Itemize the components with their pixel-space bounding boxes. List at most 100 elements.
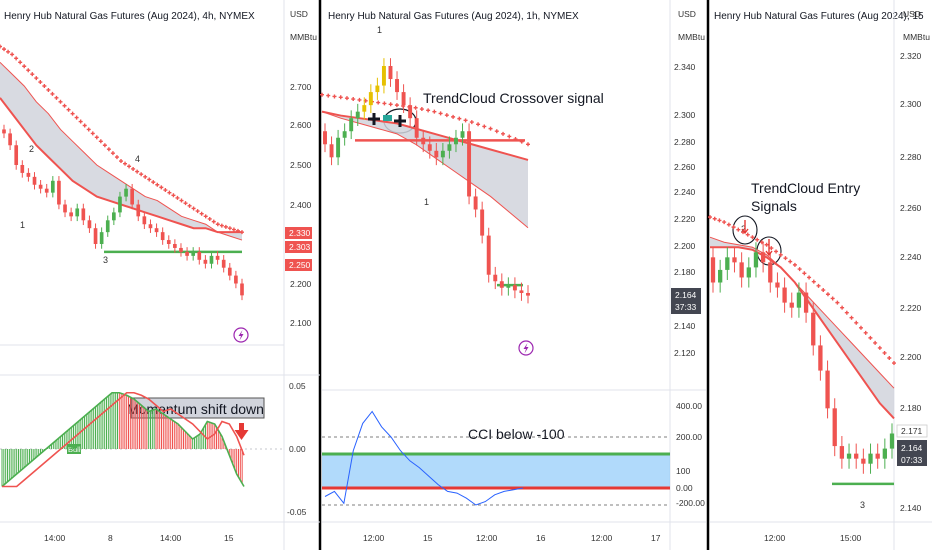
trail-stop-mark (802, 271, 807, 276)
x-tick: 15:00 (840, 533, 862, 543)
unit-label: MMBtu (678, 32, 705, 42)
trail-stop-mark (231, 227, 236, 232)
trail-stop-mark (783, 256, 788, 261)
trail-stop-mark (873, 340, 878, 345)
trail-stop-mark (167, 190, 172, 195)
unit-label: MMBtu (290, 32, 317, 42)
trail-stop-mark (127, 164, 132, 169)
annotation-text: TrendCloud Entry Signals (751, 180, 860, 214)
candle-body (118, 196, 122, 213)
trail-stop-mark (877, 345, 882, 350)
trail-stop-mark (54, 95, 59, 100)
trail-stop-mark (854, 320, 859, 325)
candle-body (746, 267, 751, 278)
candle-body (519, 290, 524, 293)
trail-stop-mark (463, 118, 468, 123)
trail-stop-mark (887, 356, 892, 360)
trail-stop-mark (788, 259, 793, 264)
trail-stop-mark (82, 123, 87, 128)
y-tick: 2.220 (674, 214, 696, 224)
annotation-line: TrendCloud Entry (751, 180, 860, 196)
trail-stop-mark (50, 91, 55, 96)
trail-stop-mark (187, 203, 192, 208)
cloud-slow-line (0, 61, 243, 241)
countdown: 37:33 (675, 302, 697, 312)
trail-stop-mark (199, 211, 204, 216)
x-tick: 12:00 (476, 533, 498, 543)
candle-body (191, 251, 196, 256)
candle-body (130, 188, 134, 205)
y-tick: 2.600 (290, 120, 312, 130)
unit-label: MMBtu (903, 32, 930, 42)
candle-body (875, 453, 880, 459)
candle-body (839, 446, 845, 459)
trail-stop-mark (227, 226, 232, 231)
trail-stop-mark (163, 188, 168, 193)
candle-body (789, 302, 794, 308)
trail-stop-mark (326, 93, 331, 98)
trail-stop-mark (750, 235, 755, 240)
candle-body (124, 188, 128, 197)
candle-body (846, 453, 852, 459)
trail-stop-mark (811, 279, 816, 284)
candle-body (414, 118, 419, 138)
x-tick: 12:00 (591, 533, 613, 543)
x-tick: 12:00 (363, 533, 385, 543)
wave-label: 1 (377, 25, 382, 35)
panel-15m: Henry Hub Natural Gas Futures (Aug 2024)… (714, 9, 930, 543)
trail-stop-mark (98, 139, 103, 144)
lightning-icon[interactable] (233, 327, 249, 343)
trail-stop-mark (191, 206, 196, 211)
x-tick: 14:00 (160, 533, 182, 543)
trail-stop-mark (488, 126, 493, 131)
candle-body (69, 212, 73, 217)
wave-label: 3 (103, 255, 108, 265)
trend-cloud (0, 62, 242, 241)
trail-stop-mark (476, 122, 481, 127)
y-tick: 2.200 (674, 241, 696, 251)
trail-stop-mark (155, 182, 160, 187)
annotation-text: CCI below -100 (468, 426, 565, 442)
annotation-text: TrendCloud Crossover signal (423, 90, 604, 106)
x-tick: 8 (108, 533, 113, 543)
trail-stop-mark (426, 108, 431, 113)
y-tick: 2.280 (900, 152, 922, 162)
candle-body (93, 228, 98, 244)
x-tick: 15 (224, 533, 234, 543)
trail-stop-mark (736, 227, 741, 232)
trail-stop-mark (778, 252, 783, 257)
lightning-icon[interactable] (518, 340, 534, 356)
trail-stop-mark (320, 92, 324, 97)
osc-y-tick: 200.00 (676, 432, 702, 442)
trend-cloud (710, 237, 894, 419)
trail-stop-mark (745, 232, 750, 237)
panel-title: Henry Hub Natural Gas Futures (Aug 2024)… (4, 11, 255, 22)
cci-pane (322, 410, 670, 506)
candle-body (480, 209, 485, 236)
wave-label: 1 (424, 197, 429, 207)
price-tag-box (896, 424, 928, 438)
price-pane-4h (0, 44, 244, 301)
trail-stop-mark (774, 249, 779, 254)
candle-body (20, 165, 25, 173)
trail-stop-mark (840, 305, 845, 310)
y-tick: 2.500 (290, 160, 312, 170)
bull-label: Bull (68, 445, 81, 454)
candle-body (215, 255, 220, 260)
trail-stop-mark (10, 52, 15, 57)
trail-stop-mark (2, 47, 7, 52)
trail-stop-mark (419, 107, 424, 112)
candle-body (75, 208, 80, 217)
trail-stop-mark (219, 223, 224, 228)
trail-stop-mark (830, 296, 835, 301)
momentum-signal-line (2, 391, 245, 488)
candle-body (782, 287, 787, 303)
candle-body (421, 137, 426, 145)
trail-stop-mark (240, 230, 244, 235)
cloud-fast-line (710, 246, 895, 420)
candle-body (710, 257, 716, 283)
candle-body (486, 235, 491, 275)
candle-body (868, 453, 873, 464)
trail-stop-mark (14, 56, 19, 61)
